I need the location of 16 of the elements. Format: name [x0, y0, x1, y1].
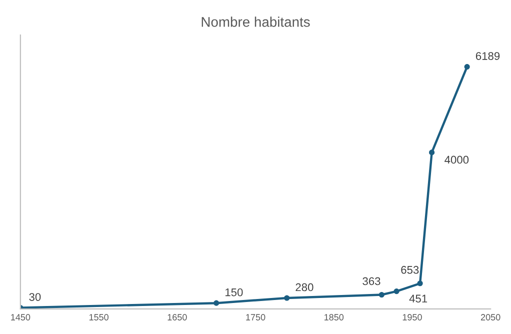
data-label: 150	[226, 288, 243, 296]
data-label: 653	[401, 266, 419, 274]
data-label: 6189	[476, 52, 500, 60]
x-tick-label: 1850	[324, 314, 344, 320]
data-label: 451	[409, 294, 428, 303]
x-tick-label: 1450	[11, 314, 30, 320]
x-tick-label: 1950	[402, 314, 422, 320]
chart-title: Nombre habitants	[202, 16, 310, 27]
x-tick-label: 1550	[89, 314, 108, 320]
x-tick-label: 2050	[480, 314, 500, 320]
x-tick-label: 1650	[168, 314, 187, 320]
data-label: 280	[296, 283, 314, 292]
data-label: 4000	[444, 156, 469, 164]
x-tick-label: 1750	[246, 314, 266, 320]
data-label: 30	[29, 293, 41, 301]
data-label: 363	[362, 277, 380, 286]
